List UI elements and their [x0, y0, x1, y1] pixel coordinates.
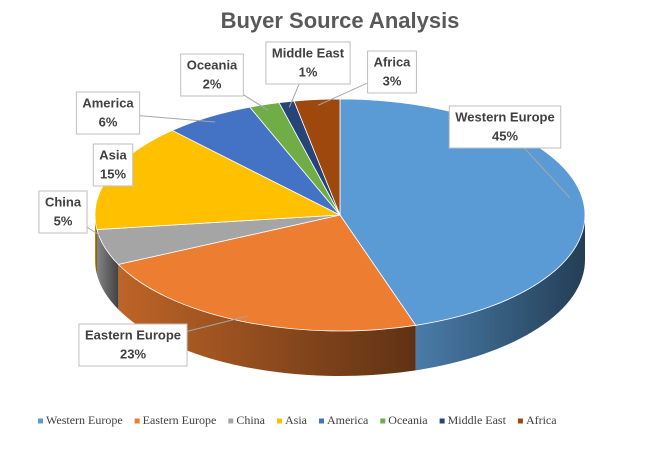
legend-marker — [228, 418, 234, 424]
legend-marker — [517, 418, 523, 424]
label-box — [265, 41, 351, 85]
legend-marker — [380, 418, 386, 424]
chart-title: Buyer Source Analysis — [221, 8, 460, 33]
legend-label: Oceania — [388, 413, 428, 427]
legend-label: America — [327, 413, 369, 427]
slice-side — [95, 215, 97, 275]
slice — [339, 98, 586, 326]
data-label-value: 2% — [203, 76, 222, 91]
data-label-name: Oceania — [187, 57, 238, 72]
legend-label: Asia — [285, 413, 308, 427]
data-label-name: Eastern Europe — [85, 327, 181, 342]
data-label-value: 15% — [100, 166, 126, 181]
data-label-value: 5% — [54, 213, 73, 228]
data-label-name: Middle East — [272, 45, 345, 60]
data-label-value: 23% — [120, 346, 146, 361]
legend-label: China — [236, 413, 265, 427]
legend-label: Middle East — [448, 413, 507, 427]
slice-side — [96, 229, 119, 310]
label-box — [448, 105, 562, 149]
slice — [117, 214, 417, 332]
slice — [293, 98, 341, 216]
slice-side — [118, 264, 416, 376]
legend-label: Eastern Europe — [143, 413, 217, 427]
data-label-value: 45% — [492, 128, 518, 143]
data-label-name: Africa — [374, 54, 412, 69]
legend-label: Western Europe — [46, 413, 123, 427]
legend-marker — [276, 418, 282, 424]
legend-label: Africa — [526, 413, 557, 427]
legend-marker — [439, 418, 445, 424]
legend-marker — [38, 418, 43, 424]
label-box — [367, 50, 417, 94]
label-box — [180, 53, 244, 97]
data-label-value: 6% — [99, 114, 118, 129]
slice-side — [415, 215, 585, 371]
data-label-value: 3% — [383, 73, 402, 88]
data-label-name: China — [45, 194, 82, 209]
data-label-name: America — [82, 95, 134, 110]
legend-marker — [134, 418, 140, 424]
data-label-name: Asia — [99, 147, 127, 162]
data-label-name: Western Europe — [455, 109, 554, 124]
label-box — [78, 323, 188, 367]
label-box — [75, 91, 141, 135]
data-label-value: 1% — [299, 64, 318, 79]
legend-marker — [318, 418, 324, 424]
label-box — [38, 190, 88, 234]
label-box — [92, 143, 134, 187]
